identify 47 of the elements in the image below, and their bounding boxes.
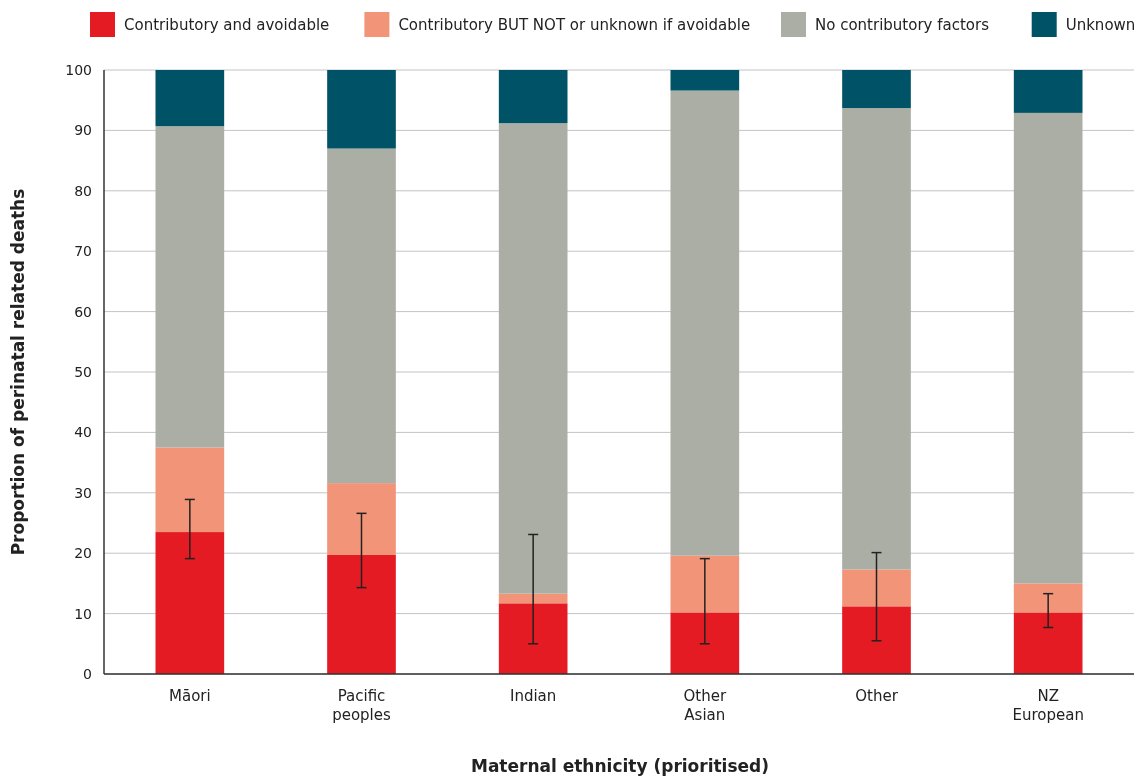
x-tick-label: Other Asian [683,687,727,724]
y-tick-label: 90 [74,122,92,139]
bar [842,70,911,109]
x-axis-title: Maternal ethnicity (prioritised) [470,756,770,776]
bar [670,555,740,613]
bar [670,90,740,556]
bar [842,569,911,607]
bar [327,483,396,556]
legend-label: Contributory BUT NOT or unknown if avoidable [398,16,751,34]
bar [498,123,568,594]
bar [327,148,396,484]
y-tick-label: 50 [74,363,92,380]
bar [155,70,225,127]
y-tick-label: 60 [74,303,92,320]
bar [1013,70,1083,113]
bar [498,70,568,124]
y-tick-label: 30 [74,484,92,501]
bar [1013,583,1083,613]
y-tick-label: 70 [74,243,92,260]
x-tick-label: NZ European [1012,687,1084,724]
x-tick-label: Other [855,687,899,705]
bar [155,126,225,448]
bar [155,532,225,674]
y-tick-label: 40 [74,424,92,441]
y-axis-title: Proportion of perinatal related deaths [8,188,28,556]
y-tick-label: 80 [74,182,92,199]
legend-label: Unknown [1065,16,1136,34]
x-tick-label: Māori [169,687,211,705]
bar [1013,612,1083,674]
bar [842,108,911,570]
bar [327,70,396,149]
bar [327,555,396,674]
bar [670,70,740,91]
y-tick-label: 10 [74,605,92,622]
y-tick-label: 20 [74,545,92,562]
bar [1013,112,1083,584]
bar [498,593,568,604]
y-tick-label: 100 [65,61,92,78]
x-tick-label: Indian [510,687,557,705]
x-tick-label: Pacific peoples [332,687,392,724]
y-tick-label: 0 [83,665,92,682]
bar [498,603,568,674]
legend-label: No contributory factors [815,16,990,34]
legend-label: Contributory and avoidable [124,16,330,34]
bar [842,606,911,674]
bar [155,447,225,533]
bar [670,612,740,674]
